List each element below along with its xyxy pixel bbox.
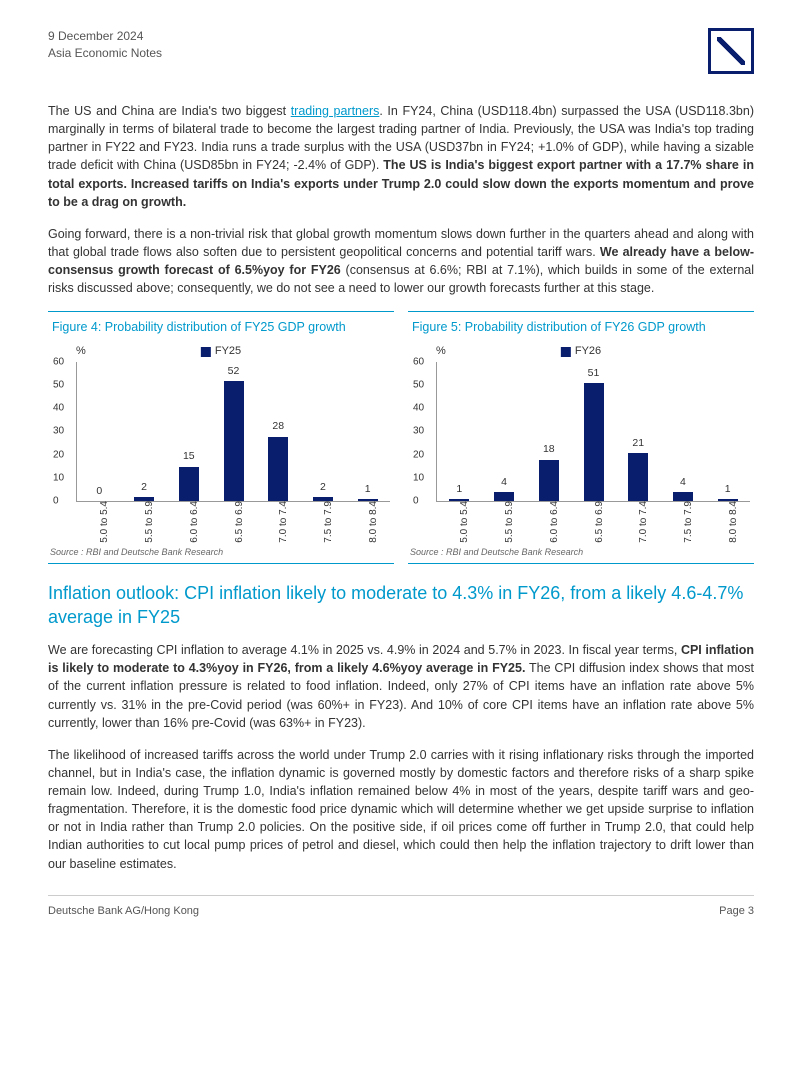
bar-value-label: 28 xyxy=(272,419,284,434)
paragraph-3: We are forecasting CPI inflation to aver… xyxy=(48,641,754,732)
figure-4-ylabel: % xyxy=(76,344,86,360)
header-meta: 9 December 2024 Asia Economic Notes xyxy=(48,28,162,63)
trading-partners-link[interactable]: trading partners xyxy=(291,104,380,118)
figure-4-title: Figure 4: Probability distribution of FY… xyxy=(48,311,394,342)
bar-value-label: 51 xyxy=(588,366,600,381)
x-tick: 6.5 to 6.9 xyxy=(593,501,608,543)
bar-value-label: 1 xyxy=(456,482,462,497)
y-tick: 30 xyxy=(53,425,64,440)
y-tick: 60 xyxy=(53,355,64,370)
bar-value-label: 52 xyxy=(228,364,240,379)
y-tick: 40 xyxy=(53,401,64,416)
y-tick: 30 xyxy=(413,425,424,440)
y-tick: 20 xyxy=(53,448,64,463)
figure-4-source: Source : RBI and Deutsche Bank Research xyxy=(48,542,394,564)
x-tick: 5.5 to 5.9 xyxy=(503,501,518,543)
charts-row: Figure 4: Probability distribution of FY… xyxy=(48,311,754,564)
bar-value-label: 15 xyxy=(183,449,195,464)
bar: 15 xyxy=(179,467,199,502)
x-tick: 8.0 to 8.4 xyxy=(367,501,382,543)
figure-5-title: Figure 5: Probability distribution of FY… xyxy=(408,311,754,342)
p3-pre: We are forecasting CPI inflation to aver… xyxy=(48,643,681,657)
x-tick: 6.5 to 6.9 xyxy=(233,501,248,543)
bar: 21 xyxy=(628,453,648,502)
x-tick: 7.0 to 7.4 xyxy=(637,501,652,543)
header-date: 9 December 2024 xyxy=(48,28,162,45)
bar-value-label: 2 xyxy=(320,480,326,495)
figure-4: Figure 4: Probability distribution of FY… xyxy=(48,311,394,564)
section-heading-inflation: Inflation outlook: CPI inflation likely … xyxy=(48,582,754,629)
page-footer: Deutsche Bank AG/Hong Kong Page 3 xyxy=(48,895,754,920)
bar-value-label: 21 xyxy=(632,436,644,451)
y-tick: 50 xyxy=(53,378,64,393)
y-tick: 10 xyxy=(413,471,424,486)
bar-value-label: 4 xyxy=(680,475,686,490)
y-tick: 0 xyxy=(413,494,419,509)
x-tick: 6.0 to 6.4 xyxy=(548,501,563,543)
legend-swatch-icon xyxy=(561,347,571,357)
legend-swatch-icon xyxy=(201,347,211,357)
p1-pre: The US and China are India's two biggest xyxy=(48,104,291,118)
x-tick: 7.0 to 7.4 xyxy=(277,501,292,543)
bar-value-label: 18 xyxy=(543,442,555,457)
figure-5-source: Source : RBI and Deutsche Bank Research xyxy=(408,542,754,564)
figure-4-legend: FY25 xyxy=(201,344,241,360)
x-tick: 5.0 to 5.4 xyxy=(98,501,113,543)
paragraph-4: The likelihood of increased tariffs acro… xyxy=(48,746,754,873)
bar: 28 xyxy=(268,437,288,502)
figure-5-ylabel: % xyxy=(436,344,446,360)
figure-5-legend: FY26 xyxy=(561,344,601,360)
figure-4-legend-label: FY25 xyxy=(215,344,241,360)
figure-5-legend-label: FY26 xyxy=(575,344,601,360)
x-tick: 6.0 to 6.4 xyxy=(188,501,203,543)
y-tick: 40 xyxy=(413,401,424,416)
paragraph-1: The US and China are India's two biggest… xyxy=(48,102,754,211)
figure-5: Figure 5: Probability distribution of FY… xyxy=(408,311,754,564)
x-tick: 7.5 to 7.9 xyxy=(682,501,697,543)
bar: 18 xyxy=(539,460,559,502)
db-logo-icon xyxy=(708,28,754,74)
bar-value-label: 4 xyxy=(501,475,507,490)
figure-4-plot: 010203040506005.0 to 5.425.5 to 5.9156.0… xyxy=(76,362,390,502)
y-tick: 10 xyxy=(53,471,64,486)
y-tick: 20 xyxy=(413,448,424,463)
bar-value-label: 1 xyxy=(365,482,371,497)
page-header: 9 December 2024 Asia Economic Notes xyxy=(48,28,754,74)
y-tick: 0 xyxy=(53,494,59,509)
bar: 51 xyxy=(584,383,604,501)
figure-4-area: % FY25 0 10 20 30 40 50 60 0 5.0 to 5.4 2 5.5 to 5… xyxy=(48,342,394,542)
footer-left: Deutsche Bank AG/Hong Kong xyxy=(48,904,199,920)
header-series: Asia Economic Notes xyxy=(48,45,162,62)
x-tick: 7.5 to 7.9 xyxy=(322,501,337,543)
bar-value-label: 0 xyxy=(96,484,102,499)
footer-right: Page 3 xyxy=(719,904,754,920)
bar-value-label: 2 xyxy=(141,480,147,495)
figure-5-plot: 010203040506015.0 to 5.445.5 to 5.9186.0… xyxy=(436,362,750,502)
x-tick: 5.0 to 5.4 xyxy=(458,501,473,543)
bar: 52 xyxy=(224,381,244,501)
x-tick: 5.5 to 5.9 xyxy=(143,501,158,543)
page-root: 9 December 2024 Asia Economic Notes The … xyxy=(0,0,802,940)
paragraph-2: Going forward, there is a non-trivial ri… xyxy=(48,225,754,298)
bar-value-label: 1 xyxy=(725,482,731,497)
x-tick: 8.0 to 8.4 xyxy=(727,501,742,543)
y-tick: 60 xyxy=(413,355,424,370)
y-tick: 50 xyxy=(413,378,424,393)
figure-5-area: % FY26 0 10 20 30 40 50 60 1 5.0 to 5.4 4 5.5 to 5… xyxy=(408,342,754,542)
